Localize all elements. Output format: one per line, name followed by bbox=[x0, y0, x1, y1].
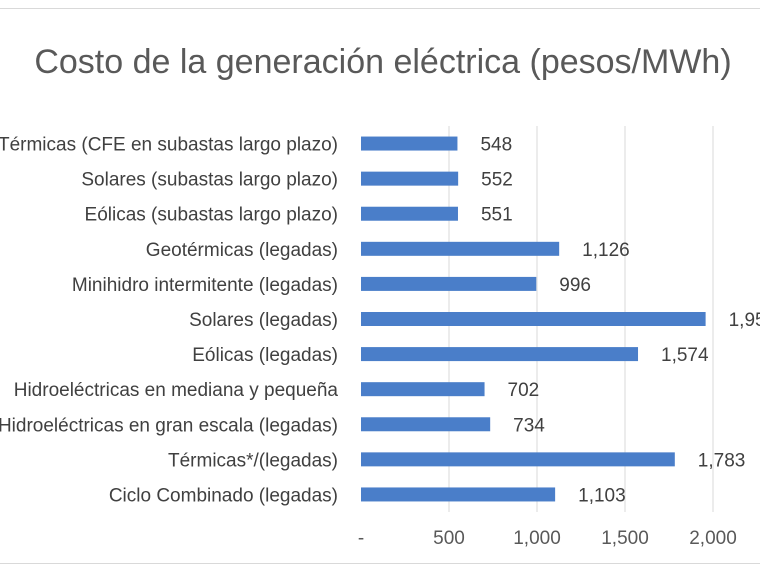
x-tick-label: 2,000 bbox=[689, 528, 737, 549]
data-label: 1,958 bbox=[729, 310, 760, 331]
category-label: Térmicas*/(legadas) bbox=[168, 450, 338, 471]
category-label: Eólicas (legadas) bbox=[192, 345, 338, 366]
data-label: 702 bbox=[508, 380, 540, 401]
category-label: Minihidro intermitente (legadas) bbox=[72, 275, 338, 296]
data-label: 552 bbox=[481, 170, 513, 191]
data-label: 551 bbox=[481, 205, 513, 226]
data-label: 734 bbox=[513, 415, 545, 436]
bar bbox=[361, 171, 459, 186]
category-label: Eólicas (subastas largo plazo) bbox=[85, 205, 338, 226]
value-labels: 548 552 551 1,126 996 1,958 1,574 702 734 1,783 1,… bbox=[480, 135, 760, 507]
data-label: 548 bbox=[480, 135, 512, 156]
category-label: Hidroeléctricas en mediana y pequeña bbox=[14, 380, 339, 401]
bar bbox=[361, 312, 706, 326]
chart-svg: Costo de la generación eléctrica (pesos/… bbox=[0, 43, 760, 549]
x-tick-label: 500 bbox=[433, 528, 465, 549]
bar bbox=[361, 382, 485, 397]
x-axis-tick-labels: - 500 1,000 1,500 2,000 bbox=[358, 528, 737, 549]
category-label: Solares (legadas) bbox=[189, 310, 338, 331]
data-label: 1,126 bbox=[582, 240, 630, 261]
bar bbox=[361, 347, 639, 362]
data-label: 1,574 bbox=[661, 345, 709, 366]
x-tick-label: 1,000 bbox=[513, 528, 561, 549]
category-label: Hidroeléctricas en gran escala (legadas) bbox=[0, 415, 338, 436]
bar bbox=[361, 241, 560, 256]
bar bbox=[361, 276, 537, 291]
category-label: Térmicas (CFE en subastas largo plazo) bbox=[0, 135, 338, 156]
bar bbox=[361, 487, 556, 502]
data-label: 1,783 bbox=[698, 450, 746, 471]
chart-title: Costo de la generación eléctrica (pesos/… bbox=[34, 43, 731, 81]
category-label: Solares (subastas largo plazo) bbox=[81, 170, 338, 191]
bar bbox=[361, 417, 491, 432]
bar bbox=[361, 136, 458, 151]
chart-frame: Costo de la generación eléctrica (pesos/… bbox=[0, 8, 760, 564]
data-label: 1,103 bbox=[578, 485, 626, 506]
bar bbox=[361, 206, 458, 221]
bars bbox=[361, 136, 706, 502]
x-tick-label: - bbox=[358, 528, 364, 549]
category-label: Geotérmicas (legadas) bbox=[146, 240, 338, 261]
bar bbox=[361, 452, 675, 467]
x-tick-label: 1,500 bbox=[601, 528, 649, 549]
category-labels: Térmicas (CFE en subastas largo plazo) So… bbox=[0, 135, 338, 507]
data-label: 996 bbox=[559, 275, 591, 296]
category-label: Ciclo Combinado (legadas) bbox=[109, 485, 338, 506]
